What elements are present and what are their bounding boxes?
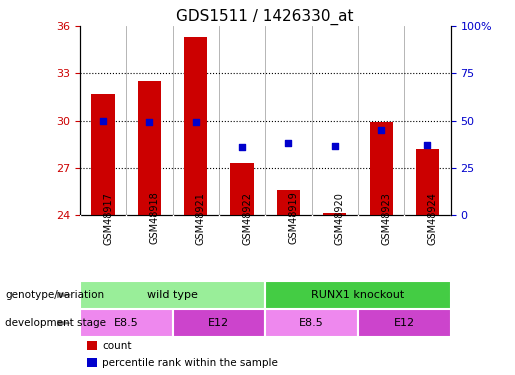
Title: GDS1511 / 1426330_at: GDS1511 / 1426330_at [177, 9, 354, 25]
Bar [416, 149, 439, 215]
Bar [80, 281, 265, 309]
Text: E8.5: E8.5 [299, 318, 324, 328]
Text: GSM48923: GSM48923 [381, 192, 391, 244]
Text: GSM48918: GSM48918 [149, 192, 159, 244]
Polygon shape [57, 292, 72, 298]
Text: GSM48917: GSM48917 [103, 192, 113, 244]
Bar [265, 281, 451, 309]
Text: GSM48919: GSM48919 [288, 192, 298, 244]
Point [145, 118, 153, 124]
Bar [80, 309, 173, 337]
Text: E12: E12 [208, 318, 230, 328]
Bar [184, 38, 207, 215]
Point [331, 143, 339, 149]
Bar [265, 309, 358, 337]
Text: percentile rank within the sample: percentile rank within the sample [102, 358, 278, 368]
Bar [87, 342, 96, 350]
Bar [369, 122, 392, 215]
Point [238, 144, 246, 150]
Text: E12: E12 [393, 318, 415, 328]
Point [377, 127, 385, 133]
Text: GSM48921: GSM48921 [196, 192, 205, 244]
Bar [231, 163, 253, 215]
Bar [173, 309, 265, 337]
Text: GSM48920: GSM48920 [335, 192, 345, 244]
Point [284, 140, 293, 146]
Polygon shape [57, 320, 72, 326]
Bar [358, 309, 451, 337]
Text: development stage: development stage [5, 318, 106, 328]
Text: E8.5: E8.5 [114, 318, 139, 328]
Text: GSM48922: GSM48922 [242, 192, 252, 244]
Bar [323, 213, 346, 215]
Point [99, 118, 107, 124]
Text: genotype/variation: genotype/variation [5, 290, 104, 300]
Text: count: count [102, 340, 131, 351]
Text: wild type: wild type [147, 290, 198, 300]
Text: RUNX1 knockout: RUNX1 knockout [311, 290, 405, 300]
Point [192, 120, 200, 126]
Bar [138, 81, 161, 215]
Bar [277, 190, 300, 215]
Text: GSM48924: GSM48924 [427, 192, 437, 244]
Bar [92, 94, 114, 215]
Bar [87, 358, 96, 367]
Point [423, 142, 432, 148]
